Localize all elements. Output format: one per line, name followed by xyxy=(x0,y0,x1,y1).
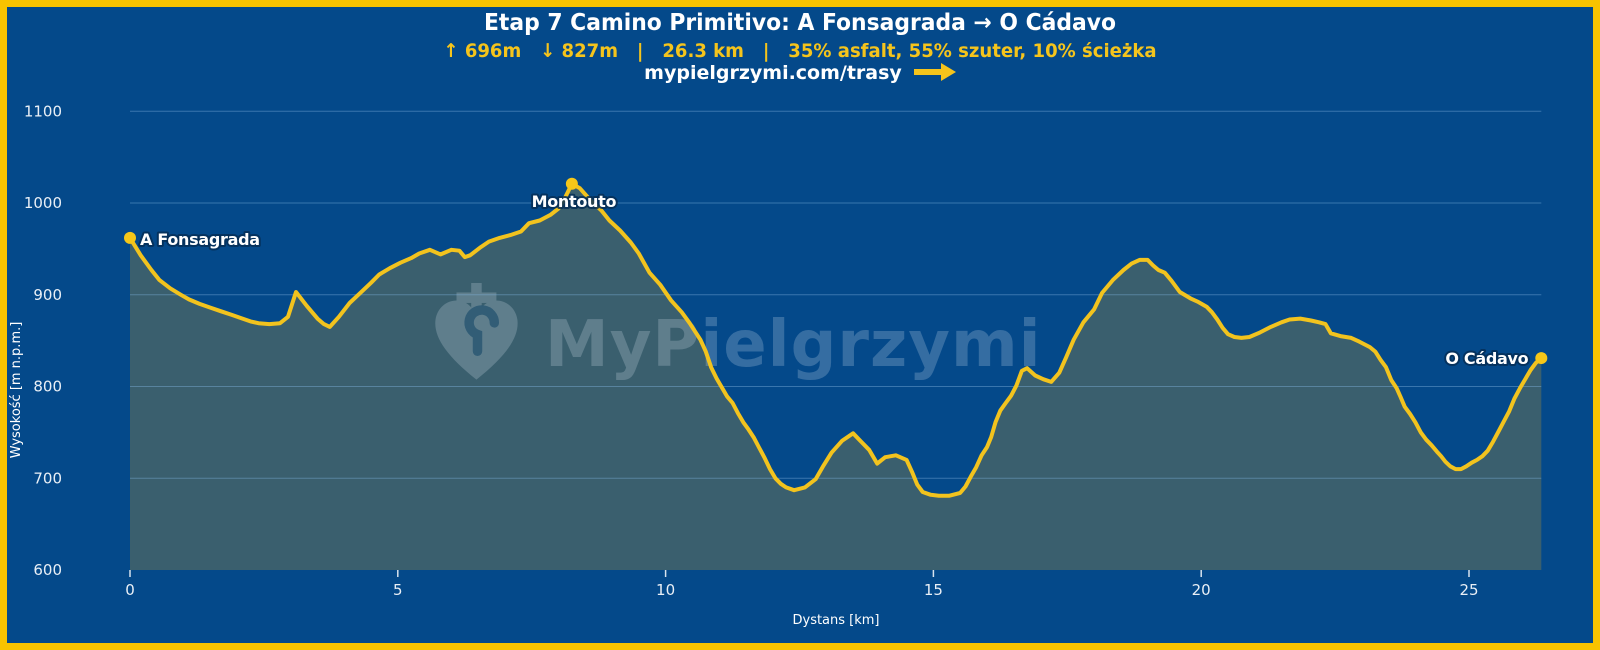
page-title: Etap 7 Camino Primitivo: A Fonsagrada → … xyxy=(483,10,1116,36)
x-tick-label: 25 xyxy=(1459,581,1478,599)
waypoint-dot xyxy=(1535,352,1548,365)
y-axis: 600 700 800 900 1000 1100 xyxy=(24,102,62,579)
y-tick-label: 600 xyxy=(33,561,62,579)
gridlines xyxy=(130,110,1542,479)
waypoint-label: A Fonsagrada xyxy=(140,230,260,249)
y-tick-label: 1000 xyxy=(24,194,62,212)
waypoint-dot xyxy=(565,177,578,190)
waypoint-label: Montouto xyxy=(532,192,617,211)
y-tick-label: 1100 xyxy=(24,102,62,120)
x-tick-label: 20 xyxy=(1192,581,1211,599)
x-tick-label: 10 xyxy=(656,581,675,599)
stage-stats: ↑ 696m ↓ 827m | 26.3 km | 35% asfalt, 55… xyxy=(443,40,1157,62)
y-axis-label: Wysokość [m n.p.m.] xyxy=(9,322,24,459)
y-tick-label: 900 xyxy=(33,286,62,304)
y-tick-label: 700 xyxy=(33,469,62,487)
x-axis-label: Dystans [km] xyxy=(792,613,879,628)
waypoint-markers: A Fonsagrada Montouto O Cádavo xyxy=(124,177,1548,370)
x-axis: 0 5 10 15 20 25 xyxy=(125,570,1479,599)
watermark-text: MyPielgrzymi xyxy=(545,308,1042,382)
x-tick-label: 0 xyxy=(125,581,135,599)
waypoint-label: O Cádavo xyxy=(1445,349,1528,368)
arrow-right-icon xyxy=(913,63,956,81)
x-tick-label: 15 xyxy=(924,581,943,599)
elevation-line xyxy=(128,181,1544,498)
site-link: mypielgrzymi.com/trasy xyxy=(0,62,1600,84)
elevation-area xyxy=(130,183,1542,571)
y-tick-label: 800 xyxy=(33,378,62,396)
heart-cross-logo-icon xyxy=(435,283,518,380)
watermark: MyPielgrzymi xyxy=(435,283,1041,382)
x-tick-label: 5 xyxy=(393,581,403,599)
waypoint-dot xyxy=(124,231,136,244)
site-url-text[interactable]: mypielgrzymi.com/trasy xyxy=(644,62,902,84)
